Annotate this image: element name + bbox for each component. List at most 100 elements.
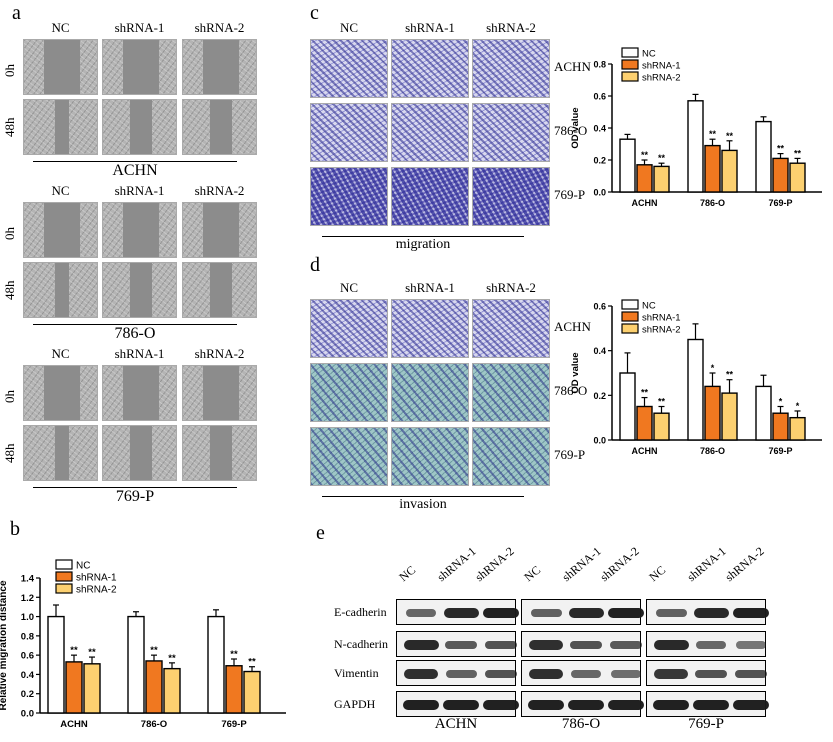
legend-label: NC	[642, 301, 656, 312]
blot-strip	[646, 599, 769, 625]
transwell-image	[310, 363, 388, 422]
wound-image	[102, 262, 177, 318]
protein-band	[733, 699, 769, 711]
category-label: 769-P	[221, 719, 247, 730]
cell-line-label: ACHN	[554, 59, 591, 74]
bar	[207, 615, 225, 714]
cell-line-underline	[531, 716, 631, 717]
timepoint-label: 48h	[2, 117, 17, 138]
protein-band	[443, 699, 479, 711]
wound-gap	[54, 263, 69, 317]
significance-mark: **	[658, 397, 666, 407]
significance-mark: *	[779, 397, 783, 407]
protein-band	[695, 669, 727, 679]
panel-caption: migration	[395, 237, 451, 252]
protein-label: GAPDH	[334, 697, 376, 711]
group-header: shRNA-1	[405, 20, 455, 35]
wound-image	[23, 425, 98, 481]
cell-line-label: 786-O	[554, 383, 588, 398]
transwell-image	[391, 167, 469, 226]
wound-image	[182, 262, 257, 318]
chart-d-invasion-od: 0.00.20.40.6OD value ****ACHN***786-O* *76…	[570, 299, 822, 456]
protein-band	[570, 640, 602, 650]
blot-strip	[646, 631, 766, 657]
cell-line-underline	[33, 487, 237, 488]
lane-header: NC	[646, 562, 669, 585]
y-tick-label: 0.6	[21, 651, 34, 662]
significance-mark: *	[796, 401, 800, 411]
protein-label: E-cadherin	[334, 605, 387, 619]
panel-label-d: d	[310, 254, 320, 276]
group-header: NC	[51, 183, 70, 198]
cell-line-label: 769-P	[554, 447, 586, 462]
protein-band	[528, 668, 564, 680]
y-tick-label: 0.0	[21, 709, 34, 720]
transwell-image	[472, 167, 550, 226]
blot-strip	[396, 631, 517, 657]
protein-band	[485, 640, 517, 650]
protein-band	[693, 699, 729, 711]
legend-swatch	[55, 583, 73, 594]
lane-header: shRNA-1	[434, 543, 479, 585]
y-tick-label: 0.8	[21, 631, 34, 642]
protein-band	[443, 607, 479, 619]
legend-label: NC	[76, 561, 90, 572]
protein-band	[403, 668, 439, 680]
legend-swatch	[621, 323, 639, 334]
significance-mark: *	[711, 363, 715, 373]
legend-swatch	[621, 311, 639, 322]
legend-label: shRNA-1	[76, 573, 117, 584]
transwell-image	[472, 39, 550, 98]
protein-band	[733, 607, 769, 619]
transwell-image	[310, 39, 388, 98]
wound-gap	[202, 203, 239, 257]
cell-line-label: 786-O	[114, 325, 156, 342]
wound-gap	[209, 426, 232, 480]
significance-mark: **	[150, 645, 158, 656]
y-tick-label: 0.6	[593, 92, 606, 102]
wound-image	[23, 202, 98, 258]
lane-header: NC	[521, 562, 544, 585]
wound-image	[102, 39, 177, 95]
bar	[755, 385, 772, 441]
category-label: 786-O	[700, 446, 725, 456]
protein-band	[528, 639, 564, 651]
y-tick-label: 0.6	[593, 302, 606, 312]
significance-mark: **	[70, 645, 78, 656]
cell-line-label: ACHN	[112, 162, 158, 179]
cell-line-underline	[33, 161, 237, 162]
bar	[721, 392, 738, 441]
wound-gap	[202, 366, 239, 420]
panel-label-e: e	[316, 522, 325, 544]
wound-image	[23, 365, 98, 421]
legend-swatch	[621, 71, 639, 82]
protein-band	[483, 607, 519, 619]
bar	[653, 165, 670, 193]
bar	[772, 412, 789, 441]
transwell-image	[391, 39, 469, 98]
wound-gap	[129, 100, 152, 154]
bar	[636, 164, 653, 193]
wound-image	[182, 425, 257, 481]
protein-band	[610, 640, 642, 650]
wound-gap	[129, 426, 152, 480]
significance-mark: **	[777, 144, 785, 154]
cell-line-label: ACHN	[554, 319, 591, 334]
bar	[619, 138, 636, 193]
bar	[653, 412, 670, 441]
bar	[127, 615, 145, 714]
blot-strip	[646, 660, 767, 686]
y-tick-label: 1.4	[21, 574, 35, 585]
wound-image	[182, 365, 257, 421]
panel-label-a: a	[12, 2, 21, 24]
category-label: 786-O	[141, 719, 167, 730]
panel-label-c: c	[310, 2, 319, 24]
wound-image	[23, 39, 98, 95]
timepoint-label: 0h	[2, 64, 17, 77]
bar	[163, 667, 181, 714]
significance-mark: **	[168, 653, 176, 664]
transwell-image	[391, 427, 469, 486]
bar	[704, 144, 721, 193]
category-label: 769-P	[768, 446, 792, 456]
significance-mark: **	[230, 649, 238, 660]
